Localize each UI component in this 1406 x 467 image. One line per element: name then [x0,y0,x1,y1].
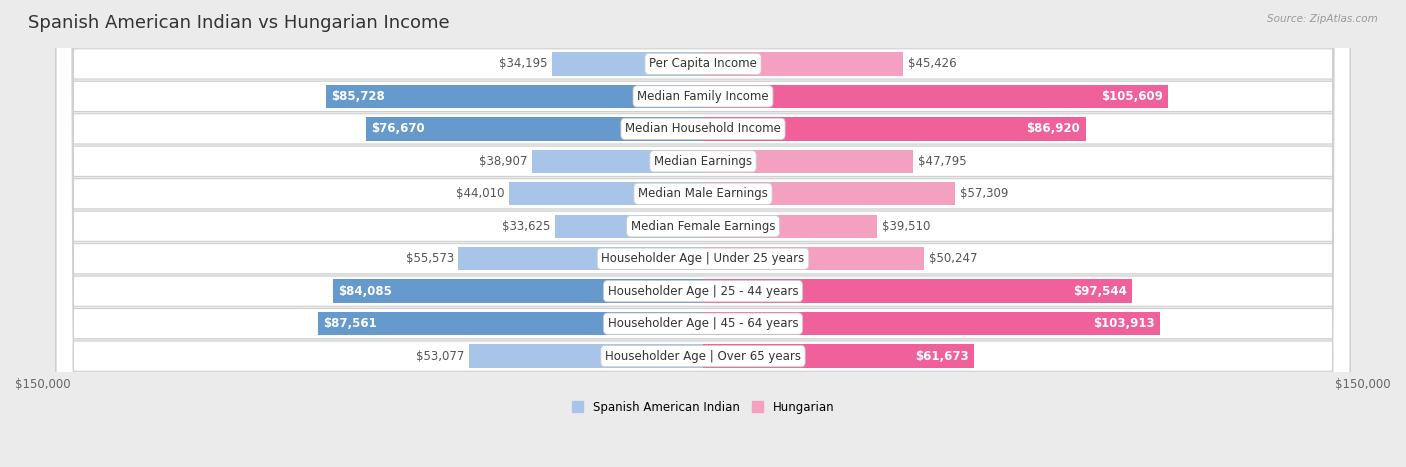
Bar [703,214,877,238]
Text: $76,670: $76,670 [371,122,425,135]
FancyBboxPatch shape [56,0,1350,467]
Bar [703,117,1085,141]
Bar [703,345,974,368]
FancyBboxPatch shape [56,0,1350,467]
Text: $57,309: $57,309 [960,187,1008,200]
Text: $33,625: $33,625 [502,220,550,233]
Bar [703,279,1132,303]
FancyBboxPatch shape [56,0,1350,467]
Text: $61,673: $61,673 [915,350,969,362]
Bar [470,345,703,368]
Bar [333,279,703,303]
FancyBboxPatch shape [56,0,1350,467]
Text: Per Capita Income: Per Capita Income [650,57,756,71]
Text: Median Earnings: Median Earnings [654,155,752,168]
Legend: Spanish American Indian, Hungarian: Spanish American Indian, Hungarian [567,396,839,418]
Text: $84,085: $84,085 [339,285,392,297]
Text: $39,510: $39,510 [882,220,929,233]
Text: $85,728: $85,728 [330,90,385,103]
Text: $44,010: $44,010 [456,187,505,200]
Bar [531,149,703,173]
Text: Householder Age | Over 65 years: Householder Age | Over 65 years [605,350,801,362]
Text: Spanish American Indian vs Hungarian Income: Spanish American Indian vs Hungarian Inc… [28,14,450,32]
Text: Source: ZipAtlas.com: Source: ZipAtlas.com [1267,14,1378,24]
FancyBboxPatch shape [56,0,1350,467]
Bar [703,52,903,76]
Bar [553,52,703,76]
Bar [703,182,955,205]
Text: $47,795: $47,795 [918,155,966,168]
Text: $97,544: $97,544 [1073,285,1128,297]
Text: Householder Age | 25 - 44 years: Householder Age | 25 - 44 years [607,285,799,297]
Text: $105,609: $105,609 [1101,90,1163,103]
Text: Median Household Income: Median Household Income [626,122,780,135]
Bar [318,312,703,335]
Text: $55,573: $55,573 [405,252,454,265]
FancyBboxPatch shape [56,0,1350,467]
Bar [326,85,703,108]
Text: $50,247: $50,247 [929,252,977,265]
Bar [703,85,1168,108]
Text: Median Female Earnings: Median Female Earnings [631,220,775,233]
Bar [703,149,914,173]
FancyBboxPatch shape [56,0,1350,467]
Bar [366,117,703,141]
Bar [555,214,703,238]
Text: Median Male Earnings: Median Male Earnings [638,187,768,200]
Text: Householder Age | 45 - 64 years: Householder Age | 45 - 64 years [607,317,799,330]
Bar [703,247,924,270]
Text: $103,913: $103,913 [1094,317,1156,330]
FancyBboxPatch shape [56,0,1350,467]
Text: Median Family Income: Median Family Income [637,90,769,103]
FancyBboxPatch shape [56,0,1350,467]
Text: Householder Age | Under 25 years: Householder Age | Under 25 years [602,252,804,265]
Bar [509,182,703,205]
Text: $34,195: $34,195 [499,57,548,71]
Text: $86,920: $86,920 [1026,122,1080,135]
FancyBboxPatch shape [56,0,1350,467]
Bar [458,247,703,270]
Text: $38,907: $38,907 [479,155,527,168]
Text: $53,077: $53,077 [416,350,465,362]
Text: $87,561: $87,561 [323,317,377,330]
Bar [703,312,1160,335]
Text: $45,426: $45,426 [907,57,956,71]
